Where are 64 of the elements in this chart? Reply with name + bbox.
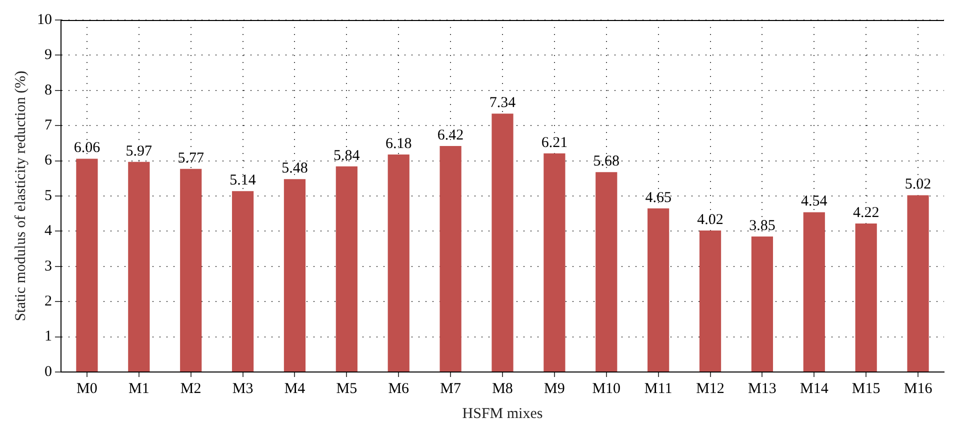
bar bbox=[751, 236, 774, 372]
bar bbox=[907, 195, 929, 372]
data-label: 4.65 bbox=[645, 190, 672, 206]
y-tick-label: 3 bbox=[44, 258, 52, 274]
data-label: 5.14 bbox=[230, 172, 256, 189]
y-tick-label: 7 bbox=[44, 118, 52, 134]
bar bbox=[76, 158, 98, 372]
bar bbox=[128, 162, 150, 372]
bar bbox=[440, 146, 462, 372]
data-label: 6.06 bbox=[74, 140, 101, 156]
x-axis-title: HSFM mixes bbox=[462, 406, 543, 422]
x-tick-label: M7 bbox=[440, 380, 462, 397]
x-tick-label: M5 bbox=[336, 380, 358, 397]
y-tick-label: 10 bbox=[37, 12, 52, 28]
y-tick-label: 9 bbox=[44, 47, 52, 64]
y-tick-label: 1 bbox=[44, 328, 52, 345]
y-tick-label: 8 bbox=[44, 82, 52, 98]
data-label: 5.77 bbox=[178, 150, 204, 166]
data-label: 6.18 bbox=[385, 136, 412, 152]
x-tick-label: M12 bbox=[696, 380, 724, 397]
data-label: 5.48 bbox=[282, 160, 308, 177]
data-label: 4.54 bbox=[801, 194, 828, 210]
data-label: 5.97 bbox=[126, 143, 153, 160]
data-label: 6.42 bbox=[437, 127, 464, 144]
y-tick-label: 2 bbox=[44, 294, 52, 310]
data-label: 5.68 bbox=[593, 154, 620, 170]
bar bbox=[699, 230, 722, 372]
data-label: 4.22 bbox=[852, 204, 880, 221]
x-tick-label: M14 bbox=[800, 380, 829, 397]
bar bbox=[284, 179, 306, 372]
y-tick-label: 0 bbox=[44, 364, 52, 380]
x-tick-label: M0 bbox=[76, 380, 98, 397]
bar bbox=[855, 223, 877, 372]
x-tick-label: M4 bbox=[284, 380, 306, 397]
bar bbox=[180, 168, 202, 372]
x-tick-label: M2 bbox=[180, 380, 202, 397]
bar bbox=[336, 166, 358, 372]
x-tick-label: M9 bbox=[544, 380, 565, 397]
x-tick-label: M6 bbox=[388, 380, 410, 397]
data-label: 6.21 bbox=[541, 134, 568, 151]
data-label: 4.02 bbox=[697, 212, 724, 228]
y-tick-label: 6 bbox=[44, 152, 52, 169]
bar bbox=[803, 212, 825, 372]
x-tick-label: M1 bbox=[128, 380, 150, 397]
bar bbox=[648, 208, 670, 372]
x-tick-label: M16 bbox=[904, 380, 933, 397]
data-label: 7.34 bbox=[489, 95, 516, 112]
y-tick-label: 5 bbox=[44, 188, 52, 204]
bar bbox=[388, 154, 410, 372]
bar bbox=[232, 191, 254, 372]
bar bbox=[492, 114, 514, 372]
bar bbox=[596, 172, 618, 372]
y-tick-label: 4 bbox=[44, 223, 52, 240]
x-tick-label: M11 bbox=[644, 380, 672, 397]
x-tick-label: M10 bbox=[592, 380, 621, 397]
x-tick-label: M8 bbox=[492, 380, 513, 397]
data-label: 5.84 bbox=[334, 148, 360, 164]
x-tick-label: M3 bbox=[232, 380, 254, 397]
y-axis-title: Static modulus of elasticity reduction (%) bbox=[12, 70, 29, 322]
data-label: 5.02 bbox=[904, 176, 932, 193]
data-label: 3.85 bbox=[749, 218, 776, 234]
x-tick-label: M13 bbox=[748, 380, 776, 397]
bar bbox=[544, 153, 566, 372]
x-tick-label: M15 bbox=[852, 380, 880, 397]
